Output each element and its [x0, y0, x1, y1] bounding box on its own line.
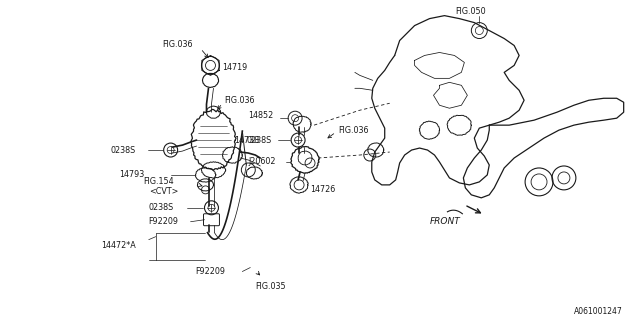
- Text: 14738: 14738: [234, 136, 259, 145]
- Text: 14852: 14852: [248, 111, 273, 120]
- Text: FIG.154: FIG.154: [143, 177, 173, 187]
- Text: 14719: 14719: [223, 63, 248, 72]
- Text: FIG.036: FIG.036: [163, 40, 193, 49]
- Text: J20602: J20602: [248, 157, 276, 166]
- Text: 14472*A: 14472*A: [101, 241, 136, 250]
- Text: 0238S: 0238S: [148, 203, 174, 212]
- Text: 0238S: 0238S: [246, 136, 271, 145]
- Text: 14726: 14726: [310, 185, 335, 194]
- Text: 0238S: 0238S: [111, 146, 136, 155]
- Text: A061001247: A061001247: [574, 307, 623, 316]
- Text: F92209: F92209: [196, 267, 225, 276]
- Text: FIG.035: FIG.035: [255, 282, 286, 291]
- Text: FRONT: FRONT: [429, 217, 460, 226]
- Text: FIG.036: FIG.036: [225, 96, 255, 105]
- Text: F92209: F92209: [148, 217, 179, 226]
- Text: FIG.036: FIG.036: [338, 126, 369, 135]
- Text: 14793: 14793: [119, 171, 144, 180]
- Text: <CVT>: <CVT>: [148, 188, 178, 196]
- Text: FIG.050: FIG.050: [456, 7, 486, 16]
